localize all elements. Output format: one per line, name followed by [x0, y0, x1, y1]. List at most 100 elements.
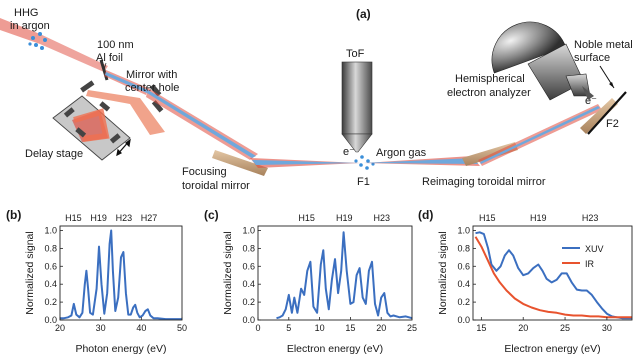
y-tick-label: 1.0: [44, 225, 57, 235]
noble-metal-sample-icon: [580, 91, 627, 135]
harmonic-label: H27: [141, 213, 158, 223]
foil-label-line2: Al foil: [96, 52, 123, 64]
mirror-with-hole-icon: [149, 84, 162, 97]
hhg-gas-jet-icon: [28, 32, 47, 50]
x-axis-label: Electron energy (eV): [287, 343, 383, 355]
mirror-hole-label-line2: center hole: [125, 82, 179, 94]
x-tick-label: 20: [518, 323, 528, 333]
harmonic-label: H23: [374, 213, 391, 223]
y-tick-label: 0.2: [457, 297, 470, 307]
electron-label-f1: e⁻: [343, 146, 355, 158]
harmonic-label: H15: [298, 213, 315, 223]
y-tick-label: 0.4: [457, 279, 470, 289]
hhg-label-line2: in argon: [10, 20, 50, 32]
tof-label: ToF: [346, 48, 365, 60]
focusing-label-line1: Focusing: [182, 166, 227, 178]
chart-panel-d: (d) H15 H19 H23 0.0 0.2 0.4 0.6 0.8 1.0 15 20 25 30El…: [418, 208, 633, 355]
y-tick-label: 0.6: [242, 261, 255, 271]
f2-label: F2: [606, 118, 619, 130]
delay-stage-label: Delay stage: [25, 148, 83, 160]
argon-gas-icon: [354, 155, 375, 170]
y-tick-label: 1.0: [457, 225, 470, 235]
panel-label-c: (c): [204, 208, 219, 222]
y-tick-label: 0.6: [44, 261, 57, 271]
beam-after-hhg: [40, 34, 108, 72]
analyzer-label-line1: Hemispherical: [455, 73, 525, 85]
focusing-toroidal-mirror: [212, 150, 268, 176]
x-axis-label: Photon energy (eV): [75, 343, 166, 355]
chart-panel-c: (c) H15 H19 H23 0.0 0.2 0.4 0.6 0.8 1.0 0 5 10 15 20 25…: [204, 208, 417, 355]
y-axis-label: Normalized signal: [24, 231, 36, 314]
foil-pointer-line: [103, 62, 107, 71]
x-tick-label: 30: [96, 323, 106, 333]
y-tick-label: 0.8: [242, 243, 255, 253]
steering-mirror-2: [151, 100, 164, 113]
harmonic-label: H19: [336, 213, 353, 223]
chart-panel-b: (b) H15 H19 H23 H27 0.0 0.2 0.4 0.6 0.8 1.0 20 30 40 5…: [6, 208, 187, 355]
f1-label: F1: [357, 176, 370, 188]
focusing-label-line2: toroidal mirror: [182, 180, 250, 192]
x-tick-label: 30: [602, 323, 612, 333]
hemispherical-analyzer-icon: [491, 21, 594, 101]
x-tick-label: 15: [476, 323, 486, 333]
x-tick-label: 25: [407, 323, 417, 333]
legend-label-ir: IR: [585, 259, 595, 269]
x-tick-label: 0: [255, 323, 260, 333]
series-line-signal: [276, 231, 412, 320]
y-tick-label: 0.2: [242, 297, 255, 307]
harmonic-label: H19: [530, 213, 547, 223]
x-tick-label: 20: [55, 323, 65, 333]
y-tick-label: 0.8: [44, 243, 57, 253]
panel-label-d: (d): [418, 208, 433, 222]
y-tick-label: 0.2: [44, 297, 57, 307]
x-tick-label: 15: [345, 323, 355, 333]
series-line-xuv: [475, 231, 632, 320]
delay-stage: [52, 95, 131, 161]
x-tick-label: 5: [286, 323, 291, 333]
harmonic-label: H15: [65, 213, 82, 223]
xuv-beam-after-f1: [364, 158, 478, 164]
surface-label-line2: surface: [574, 52, 610, 64]
y-tick-label: 0.8: [457, 243, 470, 253]
harmonic-label: H23: [582, 213, 599, 223]
harmonic-label: H19: [90, 213, 107, 223]
steering-mirror-1: [80, 80, 95, 93]
argon-gas-label: Argon gas: [376, 147, 427, 159]
driving-laser-beam: [0, 18, 40, 44]
panel-label-b: (b): [6, 208, 21, 222]
x-axis-label: Electron energy (eV): [504, 343, 600, 355]
y-axis-label: Normalized signal: [437, 231, 449, 314]
surface-label-line1: Noble metal: [574, 39, 633, 51]
harmonic-label: H15: [479, 213, 496, 223]
xuv-beam-in: [147, 90, 256, 158]
mirror-hole-label-line1: Mirror with: [126, 69, 177, 81]
reimaging-label: Reimaging toroidal mirror: [422, 176, 546, 188]
xuv-beam-to-f1: [252, 160, 360, 165]
harmonic-label: H23: [116, 213, 133, 223]
xuv-beam-segment-1: [105, 72, 148, 93]
surface-pointer-arrow-icon: [599, 65, 615, 89]
y-tick-label: 0.0: [44, 315, 57, 325]
plot-frame: [257, 225, 413, 321]
y-axis-label: Normalized signal: [222, 231, 234, 314]
y-tick-label: 1.0: [242, 225, 255, 235]
ir-delay-beam: [86, 90, 165, 135]
x-tick-label: 50: [177, 323, 187, 333]
x-tick-label: 40: [136, 323, 146, 333]
analyzer-label-line2: electron analyzer: [447, 87, 531, 99]
y-tick-label: 0.0: [242, 315, 255, 325]
legend-label-xuv: XUV: [585, 244, 604, 254]
schematic-panel: (a) HHG in argon 100 nm Al foil Delay: [0, 7, 633, 192]
plot-frame: [59, 225, 183, 321]
x-tick-label: 10: [315, 323, 325, 333]
panel-label-a: (a): [356, 7, 371, 21]
x-tick-label: 20: [376, 323, 386, 333]
series-line-signal: [60, 229, 182, 320]
y-tick-label: 0.0: [457, 315, 470, 325]
tof-spectrometer-icon: [341, 61, 373, 153]
delay-stage-double-arrow-icon: [116, 138, 131, 157]
foil-label-line1: 100 nm: [97, 39, 134, 51]
y-tick-label: 0.6: [457, 261, 470, 271]
xuv-beam-to-f2: [480, 106, 600, 164]
